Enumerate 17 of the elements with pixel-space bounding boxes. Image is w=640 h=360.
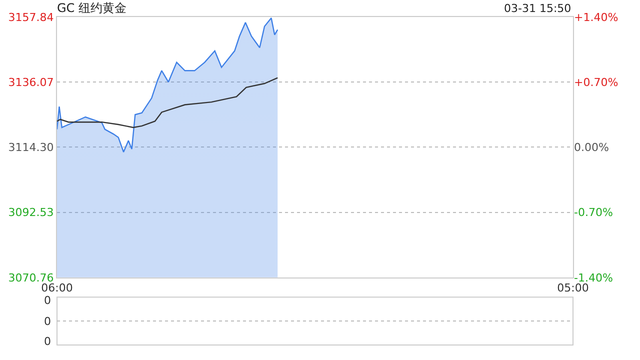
text: 0 (44, 335, 51, 348)
text: 0 (44, 315, 51, 328)
y2-tick-label: -0.70% (574, 206, 613, 220)
chart-title: GC 纽约黄金 (57, 1, 126, 15)
y-tick-label: 3070.76 (8, 271, 54, 284)
y2-tick-label: +0.70% (574, 76, 618, 89)
x-tick-label: 05:00 (557, 282, 589, 295)
y-tick-label: 3114.30 (8, 141, 54, 154)
y-tick-label: 3092.53 (8, 206, 54, 220)
x-tick-label: 06:00 (41, 282, 73, 295)
y2-tick-label: -1.40% (574, 271, 613, 284)
y2-tick-label: 0.00% (574, 141, 609, 154)
y2-tick-label: +1.40% (574, 10, 618, 24)
y-tick-label: 3136.07 (8, 76, 54, 89)
text: 0 (44, 294, 51, 307)
text: 03-31 15:50 (504, 2, 572, 15)
y-tick-label: 3157.84 (8, 10, 54, 24)
